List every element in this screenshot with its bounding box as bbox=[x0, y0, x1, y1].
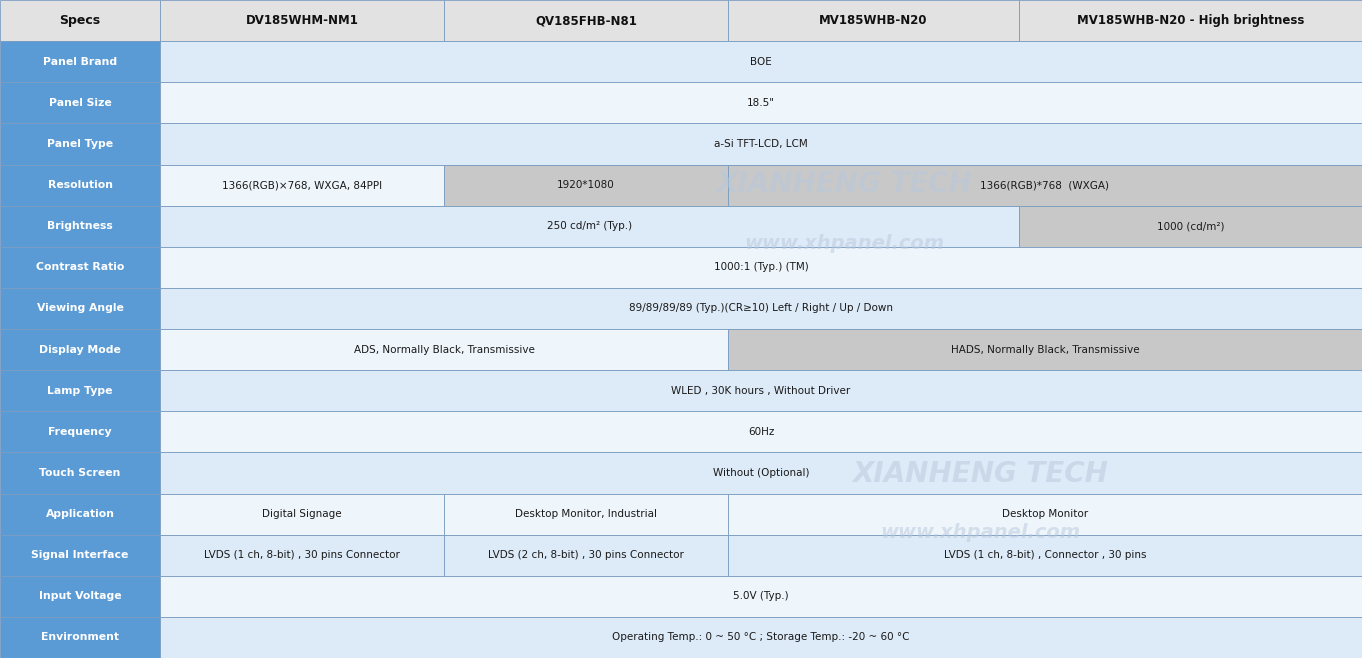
Text: Brightness: Brightness bbox=[48, 221, 113, 231]
Bar bbox=[444, 534, 727, 576]
Text: QV185FHB-N81: QV185FHB-N81 bbox=[535, 14, 637, 27]
Bar bbox=[0, 329, 161, 370]
Bar bbox=[727, 164, 1362, 205]
Text: Panel Type: Panel Type bbox=[46, 139, 113, 149]
Bar bbox=[0, 494, 161, 534]
Text: 18.5": 18.5" bbox=[746, 98, 775, 108]
Bar bbox=[0, 411, 161, 453]
Text: Digital Signage: Digital Signage bbox=[263, 509, 342, 519]
Bar bbox=[0, 370, 161, 411]
Text: 1000:1 (Typ.) (TM): 1000:1 (Typ.) (TM) bbox=[714, 263, 809, 272]
Bar bbox=[727, 494, 1362, 534]
Bar bbox=[0, 534, 161, 576]
Text: Viewing Angle: Viewing Angle bbox=[37, 303, 124, 313]
Bar bbox=[444, 0, 727, 41]
Text: Panel Size: Panel Size bbox=[49, 98, 112, 108]
Bar bbox=[0, 247, 161, 288]
Bar bbox=[161, 124, 1362, 164]
Bar bbox=[727, 534, 1362, 576]
Text: BOE: BOE bbox=[750, 57, 772, 66]
Bar bbox=[161, 247, 1362, 288]
Text: www.xhpanel.com: www.xhpanel.com bbox=[881, 524, 1080, 542]
Text: WLED , 30K hours , Without Driver: WLED , 30K hours , Without Driver bbox=[671, 386, 851, 395]
Text: 1366(RGB)*768  (WXGA): 1366(RGB)*768 (WXGA) bbox=[981, 180, 1110, 190]
Text: Without (Optional): Without (Optional) bbox=[712, 468, 809, 478]
Text: 1366(RGB)×768, WXGA, 84PPI: 1366(RGB)×768, WXGA, 84PPI bbox=[222, 180, 383, 190]
Text: Input Voltage: Input Voltage bbox=[38, 592, 121, 601]
Text: Operating Temp.: 0 ~ 50 °C ; Storage Temp.: -20 ~ 60 °C: Operating Temp.: 0 ~ 50 °C ; Storage Tem… bbox=[613, 632, 910, 642]
Text: Application: Application bbox=[45, 509, 114, 519]
Text: MV185WHB-N20 - High brightness: MV185WHB-N20 - High brightness bbox=[1077, 14, 1303, 27]
Text: Signal Interface: Signal Interface bbox=[31, 550, 128, 560]
Text: Frequency: Frequency bbox=[48, 427, 112, 437]
Text: 1920*1080: 1920*1080 bbox=[557, 180, 614, 190]
Text: a-Si TFT-LCD, LCM: a-Si TFT-LCD, LCM bbox=[714, 139, 808, 149]
Text: Touch Screen: Touch Screen bbox=[39, 468, 121, 478]
Text: Resolution: Resolution bbox=[48, 180, 113, 190]
Text: www.xhpanel.com: www.xhpanel.com bbox=[745, 234, 944, 253]
Bar bbox=[161, 329, 727, 370]
Text: ADS, Normally Black, Transmissive: ADS, Normally Black, Transmissive bbox=[354, 345, 534, 355]
Bar bbox=[0, 41, 161, 82]
Text: XIANHENG TECH: XIANHENG TECH bbox=[853, 460, 1109, 488]
Text: Lamp Type: Lamp Type bbox=[48, 386, 113, 395]
Text: Specs: Specs bbox=[60, 14, 101, 27]
Bar bbox=[161, 370, 1362, 411]
Bar bbox=[0, 82, 161, 124]
Bar bbox=[0, 124, 161, 164]
Text: 5.0V (Typ.): 5.0V (Typ.) bbox=[733, 592, 789, 601]
Bar bbox=[161, 534, 444, 576]
Text: Panel Brand: Panel Brand bbox=[44, 57, 117, 66]
Text: 89/89/89/89 (Typ.)(CR≥10) Left / Right / Up / Down: 89/89/89/89 (Typ.)(CR≥10) Left / Right /… bbox=[629, 303, 893, 313]
Text: 60Hz: 60Hz bbox=[748, 427, 774, 437]
Bar bbox=[0, 576, 161, 617]
Text: Environment: Environment bbox=[41, 632, 118, 642]
Bar bbox=[161, 576, 1362, 617]
Text: DV185WHM-NM1: DV185WHM-NM1 bbox=[245, 14, 358, 27]
Bar bbox=[727, 329, 1362, 370]
Text: Desktop Monitor, Industrial: Desktop Monitor, Industrial bbox=[515, 509, 656, 519]
Text: Display Mode: Display Mode bbox=[39, 345, 121, 355]
Bar bbox=[0, 617, 161, 658]
Bar bbox=[0, 0, 161, 41]
Bar bbox=[161, 494, 444, 534]
Bar bbox=[1019, 0, 1362, 41]
Bar bbox=[161, 41, 1362, 82]
Text: LVDS (1 ch, 8-bit) , Connector , 30 pins: LVDS (1 ch, 8-bit) , Connector , 30 pins bbox=[944, 550, 1147, 560]
Text: HADS, Normally Black, Transmissive: HADS, Normally Black, Transmissive bbox=[951, 345, 1139, 355]
Text: Desktop Monitor: Desktop Monitor bbox=[1002, 509, 1088, 519]
Bar bbox=[161, 82, 1362, 124]
Text: LVDS (1 ch, 8-bit) , 30 pins Connector: LVDS (1 ch, 8-bit) , 30 pins Connector bbox=[204, 550, 400, 560]
Bar bbox=[0, 453, 161, 494]
Bar bbox=[444, 494, 727, 534]
Bar bbox=[161, 164, 444, 205]
Bar bbox=[727, 0, 1019, 41]
Text: Contrast Ratio: Contrast Ratio bbox=[35, 263, 124, 272]
Text: LVDS (2 ch, 8-bit) , 30 pins Connector: LVDS (2 ch, 8-bit) , 30 pins Connector bbox=[488, 550, 684, 560]
Bar bbox=[161, 411, 1362, 453]
Bar bbox=[161, 205, 1019, 247]
Text: MV185WHB-N20: MV185WHB-N20 bbox=[819, 14, 928, 27]
Bar bbox=[444, 164, 727, 205]
Bar bbox=[0, 205, 161, 247]
Bar bbox=[1019, 205, 1362, 247]
Bar bbox=[161, 288, 1362, 329]
Bar bbox=[161, 453, 1362, 494]
Bar bbox=[0, 288, 161, 329]
Bar bbox=[0, 164, 161, 205]
Text: XIANHENG TECH: XIANHENG TECH bbox=[716, 170, 972, 198]
Text: 1000 (cd/m²): 1000 (cd/m²) bbox=[1156, 221, 1224, 231]
Bar bbox=[161, 0, 444, 41]
Bar bbox=[161, 617, 1362, 658]
Text: 250 cd/m² (Typ.): 250 cd/m² (Typ.) bbox=[548, 221, 632, 231]
